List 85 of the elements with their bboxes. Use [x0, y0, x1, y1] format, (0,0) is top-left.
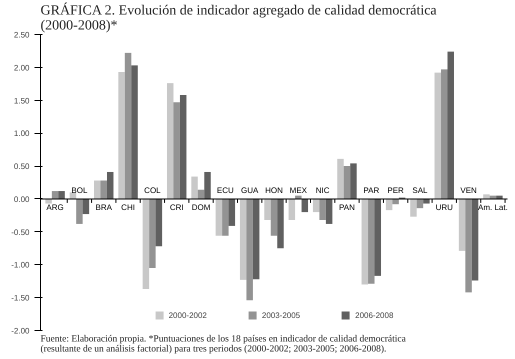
bar: [204, 172, 211, 199]
bar: [410, 198, 417, 217]
x-tick-label: CHI: [121, 202, 135, 212]
x-tick-label: SAL: [412, 186, 428, 195]
x-tick-label: PAN: [339, 202, 356, 212]
bar: [448, 52, 454, 199]
y-tick-label: 2.00: [14, 63, 30, 72]
bar: [264, 198, 271, 220]
bar: [173, 102, 180, 199]
bar: [58, 191, 65, 199]
bar: [156, 198, 162, 246]
x-tick-label: ECU: [216, 186, 234, 195]
y-tick-label: -0.50: [11, 228, 30, 237]
bar: [496, 196, 503, 199]
x-tick-label: NIC: [316, 186, 330, 195]
legend-label: 2006-2008: [355, 310, 394, 320]
bar: [52, 191, 58, 199]
x-tick-label: DOM: [192, 202, 211, 212]
y-tick-label: -1.00: [11, 260, 30, 270]
bar: [142, 198, 150, 290]
bar: [326, 198, 332, 224]
bar: [124, 52, 132, 199]
bar: [319, 198, 326, 220]
source-note: Fuente: Elaboración propia. *Puntuaciones de los 18 países en indicador de calidad democrática (resultante de un análisis factorial) para tres periodos (2000-2002; 2003-2005; 2006-2008).: [40, 334, 407, 354]
bar: [368, 198, 375, 284]
bar: [441, 69, 448, 199]
legend-label: 2000-2002: [168, 310, 207, 320]
bar: [288, 198, 296, 220]
bar: [76, 198, 83, 224]
bar: [434, 72, 442, 199]
bar: [82, 198, 90, 214]
bar: [472, 198, 478, 281]
bar: [302, 198, 308, 212]
x-tick-label: HON: [265, 186, 284, 195]
y-tick-label: 1.00: [14, 129, 30, 138]
bar: [166, 83, 174, 199]
bar: [270, 198, 278, 236]
y-tick-label: 0.00: [14, 194, 30, 204]
bar: [106, 172, 114, 199]
bar: [350, 163, 357, 199]
y-tick-label: -2.00: [11, 326, 30, 336]
bar: [191, 176, 198, 199]
y-tick-label: 1.50: [14, 96, 30, 106]
x-tick-label: BRA: [96, 202, 113, 212]
bar: [149, 198, 156, 268]
y-tick-label: 0.50: [14, 162, 30, 172]
bar: [216, 198, 222, 236]
x-tick-label: ARG: [46, 202, 64, 212]
bar: [490, 196, 496, 199]
x-tick-label: PER: [387, 186, 404, 195]
x-tick-label: GUA: [241, 186, 260, 195]
bar: [416, 198, 424, 208]
x-tick-label: VEN: [460, 186, 478, 195]
bar: [458, 198, 466, 251]
y-tick-label: -1.50: [11, 294, 30, 303]
x-tick-label: PAR: [363, 186, 380, 195]
bar: [198, 190, 204, 199]
bar: [118, 72, 125, 199]
bar: [295, 196, 302, 199]
bar: [465, 198, 472, 292]
bar: [312, 198, 320, 212]
x-tick-label: URU: [436, 202, 454, 212]
bar: [344, 166, 350, 199]
bar: [228, 198, 236, 226]
y-tick-label: 2.50: [14, 30, 30, 40]
bar: [100, 180, 107, 199]
bar: [240, 198, 246, 280]
bar: [386, 198, 392, 210]
bar: [94, 180, 100, 199]
x-tick-label: MEX: [290, 186, 308, 195]
x-tick-label: COL: [144, 186, 162, 195]
bar: [362, 198, 368, 284]
x-tick-label: BOL: [71, 186, 88, 195]
bar: [277, 198, 284, 248]
bar: [374, 198, 382, 276]
bar: [252, 198, 260, 280]
bar: [337, 158, 344, 199]
bar: [180, 95, 186, 199]
x-tick-label: CRI: [170, 202, 184, 212]
bar: [222, 198, 229, 236]
bar: [131, 65, 138, 199]
x-tick-label: Am. Lat.: [478, 202, 508, 212]
bar: [246, 198, 253, 300]
chart-title: GRÁFICA 2. Evolución de indicador agregado de calidad democrática (2000-2008)*: [40, 2, 438, 34]
legend-label: 2003-2005: [262, 310, 300, 320]
